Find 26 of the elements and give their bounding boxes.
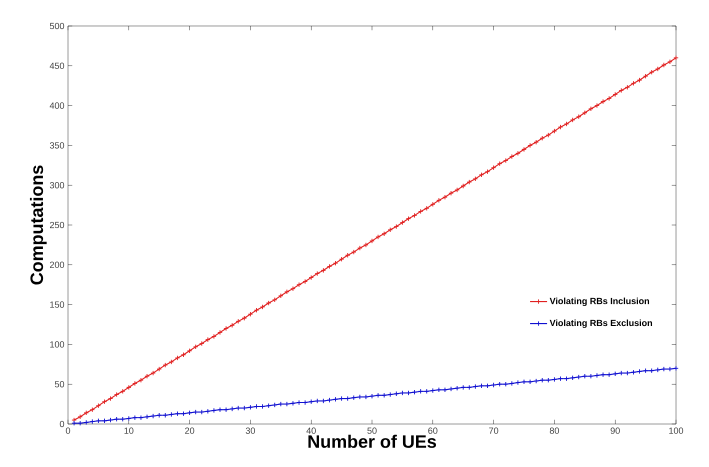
y-tick-label: 350 <box>50 142 64 149</box>
legend-label: Violating RBs Exclusion <box>550 320 652 328</box>
y-tick-label: 0 <box>60 420 64 428</box>
x-tick-label: 30 <box>246 428 256 434</box>
x-tick-label: 60 <box>428 428 438 434</box>
y-axis-title: Computations <box>30 165 47 285</box>
x-tick-label: 70 <box>489 428 498 434</box>
y-tick-label: 100 <box>50 341 64 348</box>
x-tick-label: 40 <box>306 428 316 434</box>
legend-label: Violating RBs Inclusion <box>550 298 650 306</box>
x-tick-label: 80 <box>550 428 560 434</box>
y-tick-label: 150 <box>50 301 64 308</box>
y-tick-label: 250 <box>50 222 64 228</box>
y-tick-label: 500 <box>50 22 64 30</box>
y-tick-label: 300 <box>50 182 64 188</box>
x-tick-label: 90 <box>610 428 620 434</box>
y-tick-label: 450 <box>50 62 64 69</box>
x-axis-title: Number of UEs <box>308 434 436 448</box>
y-tick-label: 400 <box>50 102 64 109</box>
y-tick-label: 50 <box>54 381 64 388</box>
x-tick-label: 100 <box>669 428 684 434</box>
x-tick-label: 50 <box>367 428 377 434</box>
x-tick-label: 10 <box>124 428 134 434</box>
x-tick-label: 20 <box>185 428 194 434</box>
x-tick-label: 0 <box>66 428 70 434</box>
y-tick-label: 200 <box>50 262 64 268</box>
